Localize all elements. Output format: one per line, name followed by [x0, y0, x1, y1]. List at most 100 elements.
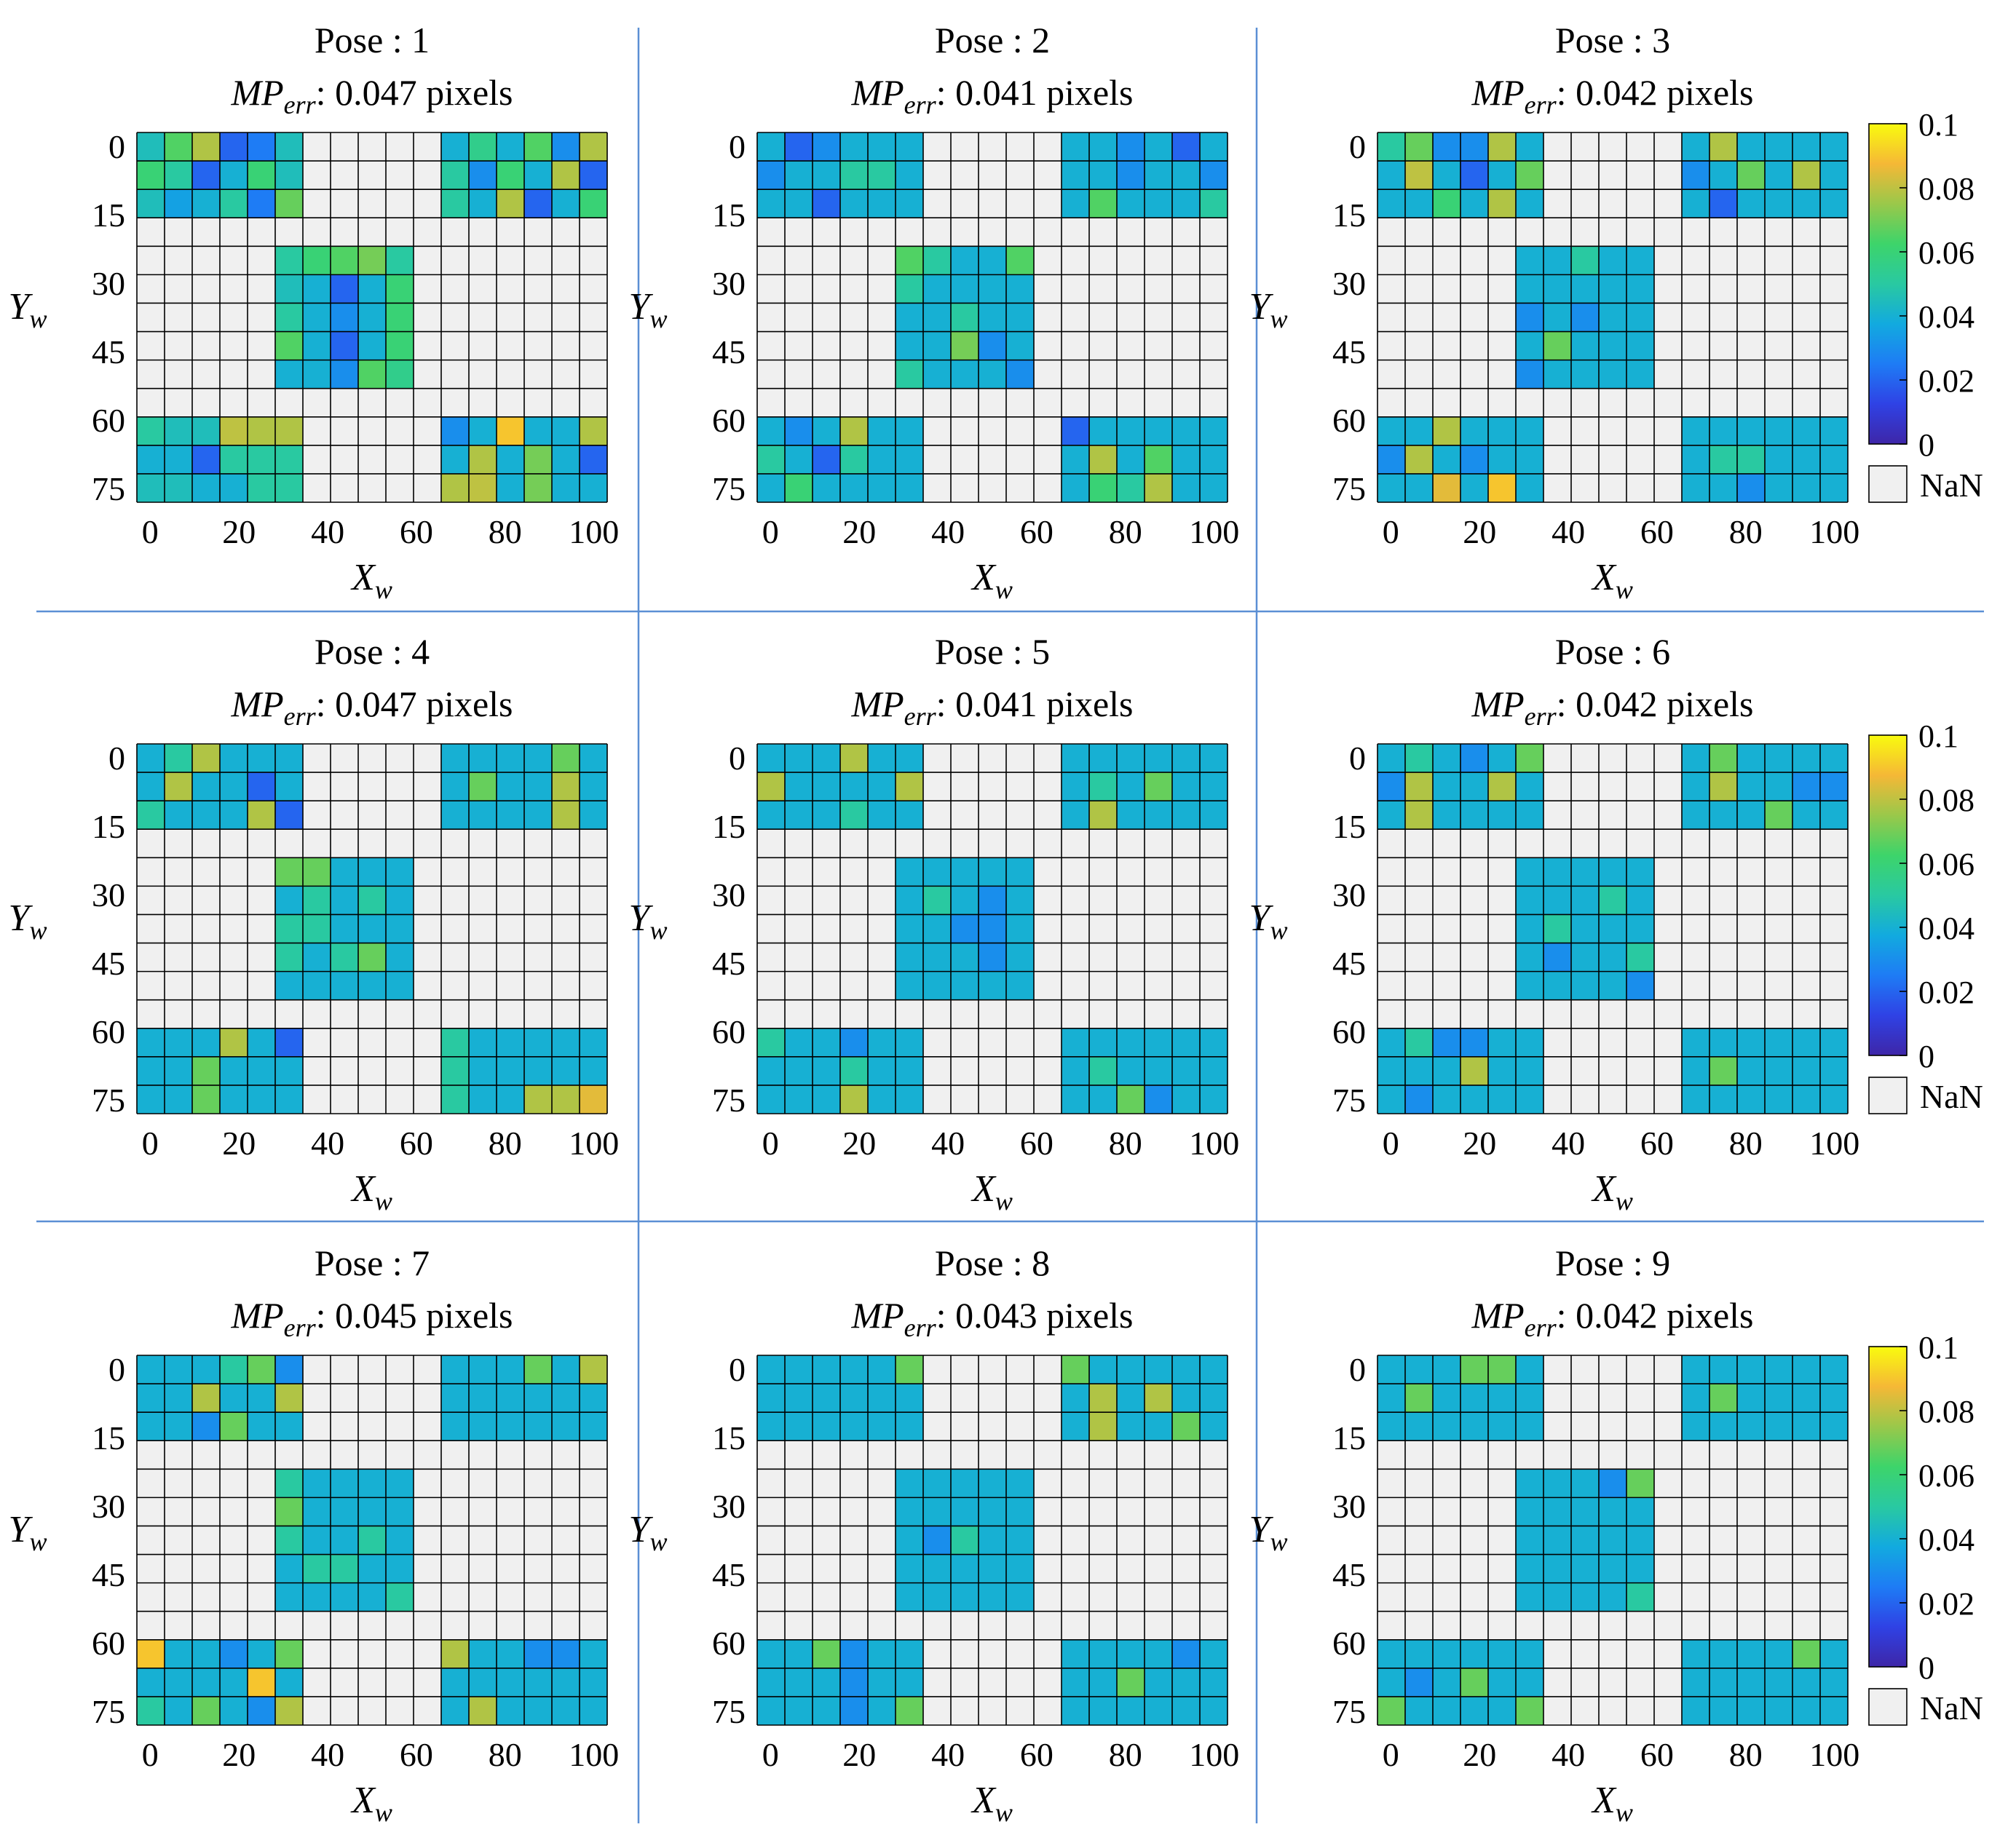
y-axis-label-subscript: w: [1270, 304, 1287, 333]
heatmap-cell: [580, 1085, 607, 1114]
heatmap-cell: [331, 331, 358, 360]
heatmap-cell: [192, 1056, 220, 1085]
heatmap-cell: [275, 246, 303, 275]
heatmap-cell: [1792, 1085, 1820, 1114]
heatmap-cell: [1062, 1696, 1089, 1725]
heatmap-cell: [497, 1696, 524, 1725]
heatmap-cell: [1516, 1696, 1543, 1725]
heatmap-cell: [192, 1028, 220, 1057]
heatmap-cell: [1709, 189, 1737, 218]
y-tick-label: 60: [712, 402, 746, 439]
heatmap-cell: [1433, 1085, 1460, 1114]
heatmap-cell: [275, 744, 303, 773]
y-axis-label-main: Y: [629, 286, 654, 328]
heatmap-cell: [979, 971, 1006, 1000]
heatmap-cell: [896, 1384, 923, 1413]
heatmap-cell: [1117, 1085, 1145, 1114]
heatmap-cell: [1488, 801, 1516, 830]
metric-line: MPerr: 0.047 pixels: [230, 72, 513, 119]
heatmap-cell: [386, 360, 414, 389]
colorbar-tick-label: 0.08: [1918, 1394, 1975, 1430]
x-tick-label: 0: [1383, 1125, 1399, 1162]
heatmap-cell: [1405, 1412, 1433, 1441]
heatmap-cell: [757, 1355, 785, 1384]
heatmap-cell: [220, 161, 248, 190]
y-axis-label: Yw: [629, 1509, 668, 1556]
heatmap-cell: [785, 189, 813, 218]
heatmap-cell: [1006, 971, 1034, 1000]
y-axis-label-subscript: w: [29, 1527, 47, 1556]
heatmap-cell: [1543, 1526, 1571, 1555]
heatmap-cell: [192, 1668, 220, 1697]
metric-label: MP: [230, 1295, 283, 1336]
heatmap-cell: [1820, 161, 1848, 190]
heatmap-cell: [580, 161, 607, 190]
x-tick-label: 0: [142, 1736, 159, 1773]
y-tick-label: 45: [92, 945, 125, 982]
heatmap-cell: [785, 1056, 813, 1085]
panel-title: Pose : 8: [935, 1243, 1050, 1283]
metric-line: MPerr: 0.042 pixels: [1471, 72, 1753, 119]
heatmap-cell: [386, 331, 414, 360]
heatmap-cell: [757, 416, 785, 445]
heatmap-cell: [813, 1668, 840, 1697]
heatmap-cell: [1433, 772, 1460, 801]
heatmap-cell: [785, 744, 813, 773]
heatmap-cell: [275, 1085, 303, 1114]
heatmap-cell: [1200, 772, 1228, 801]
heatmap-cell: [1599, 303, 1626, 332]
y-tick-label: 0: [1349, 128, 1366, 165]
y-tick-label: 0: [729, 740, 746, 777]
heatmap-cell: [248, 1056, 275, 1085]
heatmap-cell: [1460, 189, 1488, 218]
y-axis-label: Yw: [1249, 286, 1288, 333]
heatmap-cell: [1488, 1412, 1516, 1441]
heatmap-cell: [192, 473, 220, 502]
heatmap-cell: [840, 416, 868, 445]
heatmap-cell: [1516, 161, 1543, 190]
heatmap-cell: [1820, 801, 1848, 830]
heatmap-cell: [1117, 1668, 1145, 1697]
heatmap-cell: [1543, 360, 1571, 389]
heatmap-cell: [1709, 132, 1737, 162]
heatmap-cell: [868, 473, 896, 502]
metric-value: 0.042 pixels: [1576, 1295, 1753, 1336]
colorbar-tick-label: 0.08: [1918, 782, 1975, 818]
heatmap-cell: [785, 1668, 813, 1697]
heatmap-cell: [552, 744, 580, 773]
y-tick-label: 45: [1332, 945, 1366, 982]
heatmap-cell: [1516, 1085, 1543, 1114]
heatmap-cell: [1006, 1554, 1034, 1583]
x-axis-label: Xw: [350, 1780, 392, 1827]
y-axis-label-main: Y: [629, 1509, 654, 1550]
y-axis-label-subscript: w: [29, 916, 47, 945]
heatmap-cell: [497, 473, 524, 502]
panel-8: Pose : 8 MPerr: 0.043 pixels 0 20 40 60 80 100 0…: [629, 1243, 1240, 1827]
heatmap-cell: [524, 132, 552, 162]
heatmap-cell: [951, 246, 979, 275]
heatmap-cell: [580, 473, 607, 502]
colorbar-tick-label: 0.02: [1918, 1586, 1975, 1622]
heatmap-cell: [303, 303, 331, 332]
heatmap-cell: [1765, 1056, 1792, 1085]
metric-separator: :: [316, 72, 335, 113]
heatmap-cell: [275, 1554, 303, 1583]
heatmap-cell: [1682, 1085, 1709, 1114]
heatmap-cell: [165, 473, 192, 502]
heatmap-cell: [923, 886, 951, 915]
heatmap-cell: [441, 744, 469, 773]
colorbar-tick-label: 0.1: [1918, 1330, 1958, 1366]
heatmap-cell: [1765, 1384, 1792, 1413]
heatmap-cell: [896, 1085, 923, 1114]
heatmap-cell: [552, 416, 580, 445]
heatmap-cell: [896, 1469, 923, 1498]
x-tick-label: 80: [1109, 1125, 1142, 1162]
heatmap-cell: [275, 1412, 303, 1441]
x-tick-label: 40: [931, 1125, 965, 1162]
heatmap-cell: [1200, 1639, 1228, 1668]
heatmap-cell: [386, 1582, 414, 1612]
heatmap-cell: [923, 1554, 951, 1583]
heatmap-cell: [441, 132, 469, 162]
heatmap-cell: [1200, 445, 1228, 474]
heatmap-cell: [497, 1028, 524, 1057]
